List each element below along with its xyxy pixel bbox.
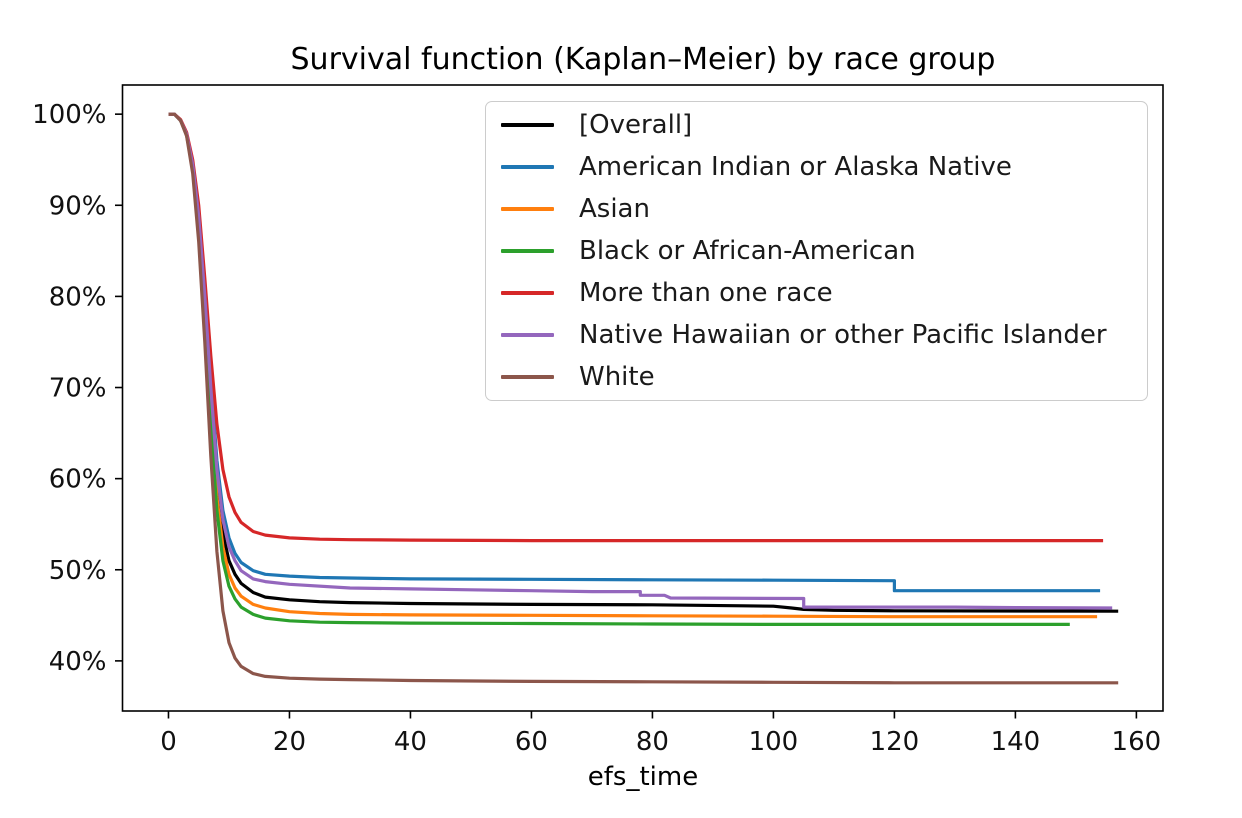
y-tick-label: 60% xyxy=(49,465,107,495)
legend-entry-native-hawaiian-or-other-pacific-islander: Native Hawaiian or other Pacific Islande… xyxy=(486,314,1147,355)
x-tick-label: 80 xyxy=(636,727,669,757)
y-tick-label: 100% xyxy=(32,100,106,130)
legend-label: American Indian or Alaska Native xyxy=(579,152,1012,183)
x-axis-label: efs_time xyxy=(587,762,699,792)
legend-line-swatch xyxy=(501,290,554,295)
legend-entry-black-or-african-american: Black or African-American xyxy=(486,231,1147,272)
legend-line-swatch xyxy=(501,374,554,379)
legend-label: Asian xyxy=(579,194,650,225)
legend-label: Native Hawaiian or other Pacific Islande… xyxy=(579,319,1107,350)
legend-label: More than one race xyxy=(579,277,833,308)
x-tick-label: 140 xyxy=(991,727,1041,757)
legend-label: [Overall] xyxy=(579,110,693,141)
x-tick-label: 100 xyxy=(749,727,799,757)
chart-title: Survival function (Kaplan–Meier) by race… xyxy=(290,42,996,77)
legend-entry-overall: [Overall] xyxy=(486,105,1147,146)
legend-entry-more-than-one-race: More than one race xyxy=(486,272,1147,313)
legend-line-swatch xyxy=(501,249,554,253)
x-tick-label: 120 xyxy=(870,727,920,757)
legend-line-swatch xyxy=(501,207,554,212)
legend-line-swatch xyxy=(501,165,554,170)
legend: [Overall] American Indian or Alaska Nativ… xyxy=(485,101,1148,401)
axes-frame xyxy=(121,84,1164,712)
legend-line-swatch xyxy=(501,332,554,337)
series-line-native-hawaiian-or-other-pacific-islander xyxy=(168,112,1113,610)
x-tick-label: 40 xyxy=(394,727,427,757)
x-tick-label: 0 xyxy=(160,727,177,757)
series-line-white xyxy=(168,112,1119,685)
legend-label: Black or African-American xyxy=(579,236,916,266)
y-tick-label: 50% xyxy=(49,556,107,586)
x-tick-label: 20 xyxy=(273,727,306,757)
legend-entry-american-indian-or-alaska-native: American Indian or Alaska Native xyxy=(486,147,1147,188)
legend-entry-asian: Asian xyxy=(486,189,1147,230)
legend-label: White xyxy=(579,361,655,392)
y-tick-label: 70% xyxy=(49,374,107,404)
y-tick-label: 90% xyxy=(49,191,107,221)
legend-line-swatch xyxy=(501,123,554,128)
legend-entry-white: White xyxy=(486,356,1147,397)
x-tick-label: 60 xyxy=(515,727,548,757)
y-tick-label: 80% xyxy=(49,282,107,312)
y-tick-label: 40% xyxy=(49,647,107,677)
x-tick-label: 160 xyxy=(1112,727,1162,757)
